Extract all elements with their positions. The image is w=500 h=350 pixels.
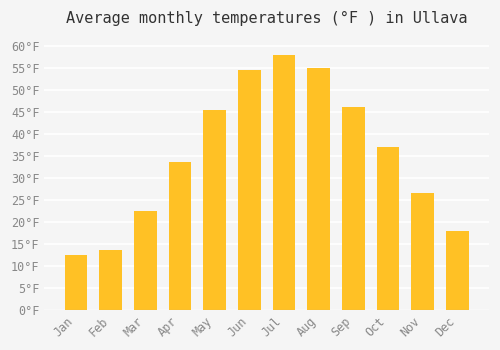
Bar: [446, 231, 468, 310]
Bar: [204, 110, 226, 310]
Bar: [64, 255, 87, 310]
Bar: [308, 68, 330, 310]
Bar: [168, 162, 192, 310]
Bar: [100, 250, 122, 310]
Bar: [377, 147, 400, 310]
Bar: [238, 70, 260, 310]
Bar: [134, 211, 156, 310]
Bar: [342, 107, 364, 310]
Title: Average monthly temperatures (°F ) in Ullava: Average monthly temperatures (°F ) in Ul…: [66, 11, 468, 26]
Bar: [412, 193, 434, 310]
Bar: [272, 55, 295, 310]
